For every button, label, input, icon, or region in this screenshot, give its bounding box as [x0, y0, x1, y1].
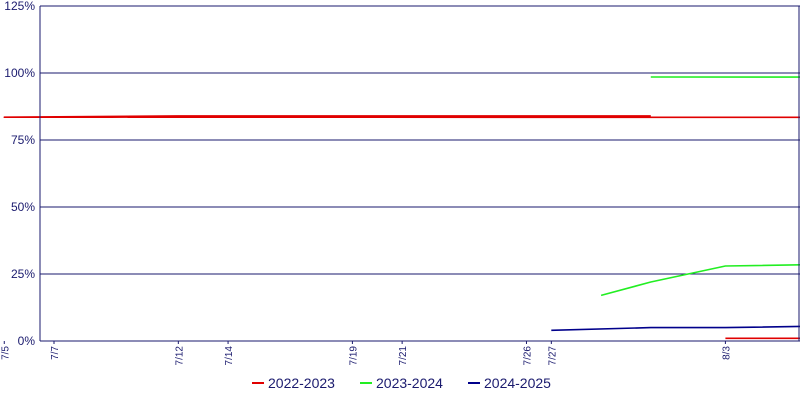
- x-tick-label: 7/5: [0, 346, 11, 360]
- x-tick-label: 7/21: [398, 346, 409, 366]
- x-tick-label: 7/27: [547, 346, 558, 366]
- plot-area: [40, 6, 800, 341]
- x-tick-label: 7/12: [174, 346, 185, 366]
- y-tick-label: 125%: [4, 0, 35, 13]
- x-tick-label: 7/19: [348, 346, 359, 366]
- x-tick-label: 8/3: [721, 346, 732, 360]
- legend-label: 2022-2023: [268, 375, 335, 391]
- y-tick-label: 50%: [11, 200, 35, 214]
- y-tick-label: 100%: [4, 66, 35, 80]
- y-tick-label: 75%: [11, 133, 35, 147]
- legend: 2022-2023 2023-2024 2024-2025: [252, 375, 551, 391]
- y-tick-label: 25%: [11, 267, 35, 281]
- y-tick-label: 0%: [18, 334, 36, 348]
- x-tick-label: 7/7: [50, 346, 61, 360]
- y-axis-ticks: 0% 25% 50% 75% 100% 125%: [4, 0, 35, 348]
- x-tick-label: 7/14: [224, 346, 235, 366]
- legend-label: 2024-2025: [484, 375, 551, 391]
- axes: [39, 6, 800, 342]
- legend-label: 2023-2024: [376, 375, 443, 391]
- x-axis-ticks: 7/77/147/217/278/38/108/178/248/319/79/1…: [0, 341, 732, 366]
- x-tick-label: 7/26: [522, 346, 533, 366]
